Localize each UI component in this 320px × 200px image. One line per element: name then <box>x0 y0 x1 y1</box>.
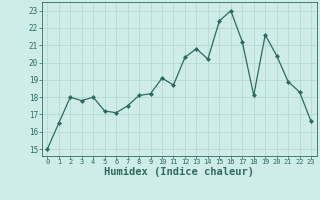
X-axis label: Humidex (Indice chaleur): Humidex (Indice chaleur) <box>104 167 254 177</box>
